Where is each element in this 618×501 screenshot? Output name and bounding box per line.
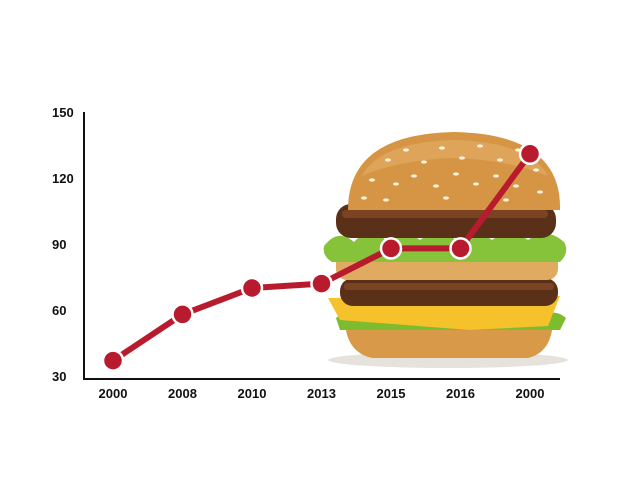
x-tick-label: 2010 bbox=[238, 386, 267, 401]
data-point-2013-3 bbox=[310, 272, 333, 295]
x-tick-label: 2016 bbox=[446, 386, 475, 401]
x-tick-label: 2000 bbox=[516, 386, 545, 401]
y-tick-label: 90 bbox=[52, 237, 66, 252]
y-tick-label: 150 bbox=[52, 105, 74, 120]
data-point-2010-2 bbox=[240, 276, 264, 300]
data-point-2015-4 bbox=[379, 237, 403, 260]
x-tick-label: 2015 bbox=[377, 386, 406, 401]
data-point-2008-1 bbox=[171, 303, 194, 326]
x-tick-label: 2013 bbox=[307, 386, 336, 401]
y-tick-label: 60 bbox=[52, 303, 66, 318]
x-tick-label: 2008 bbox=[168, 386, 197, 401]
y-tick-label: 120 bbox=[52, 171, 74, 186]
data-point-2016-5 bbox=[449, 237, 472, 260]
y-tick-labels: 150 120 90 60 30 bbox=[52, 105, 74, 384]
data-point-2000-6 bbox=[518, 142, 542, 166]
x-tick-labels: 2000 2008 2010 2013 2015 2016 2000 bbox=[99, 386, 545, 401]
x-tick-label: 2000 bbox=[99, 386, 128, 401]
y-tick-label: 30 bbox=[52, 369, 66, 384]
series-markers bbox=[101, 142, 542, 372]
data-point-2000-0 bbox=[101, 349, 125, 372]
